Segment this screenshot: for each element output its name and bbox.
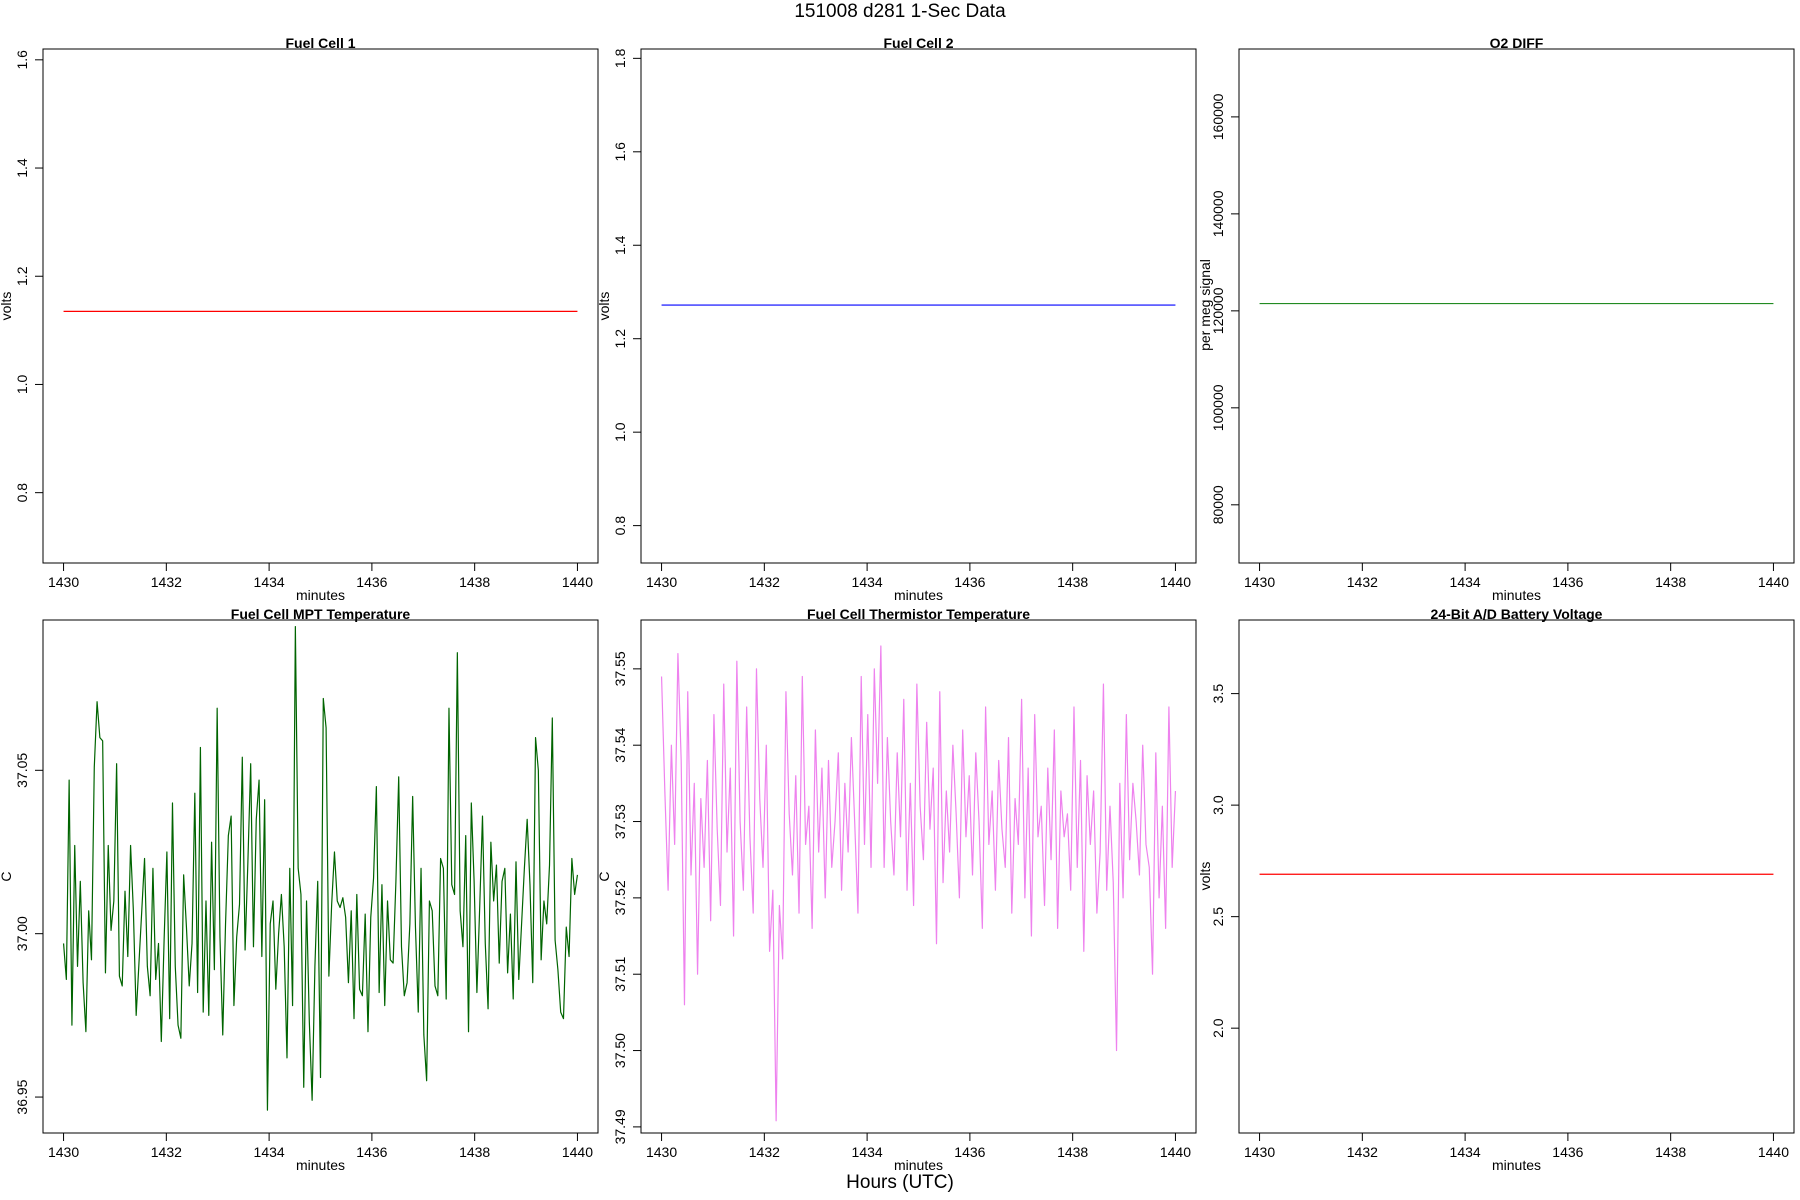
x-tick-label: 1438	[1057, 574, 1088, 590]
y-tick-label: 140000	[1210, 190, 1226, 237]
y-tick-label: 120000	[1210, 287, 1226, 334]
x-tick-label: 1432	[749, 574, 780, 590]
data-line	[62, 625, 579, 1111]
chart-title: Fuel Cell Thermistor Temperature	[807, 606, 1030, 622]
x-tick-label: 1438	[459, 1144, 490, 1160]
x-tick-label: 1430	[1244, 574, 1275, 590]
x-tick-label: 1430	[646, 574, 677, 590]
x-tick-label: 1436	[954, 1144, 985, 1160]
x-tick-label: 1440	[562, 1144, 593, 1160]
x-tick-label: 1434	[1450, 1144, 1481, 1160]
x-tick-label: 1438	[1655, 574, 1686, 590]
x-tick-label: 1434	[852, 574, 883, 590]
y-tick-label: 2.5	[1210, 907, 1226, 927]
y-tick-label: 1.4	[612, 235, 628, 255]
x-tick-label: 1436	[1552, 574, 1583, 590]
data-line	[660, 645, 1177, 1122]
y-tick-label: 37.54	[612, 727, 628, 762]
x-tick-label: 1438	[1655, 1144, 1686, 1160]
y-axis-label: C	[0, 871, 14, 881]
x-tick-label: 1430	[1244, 1144, 1275, 1160]
y-tick-label: 160000	[1210, 93, 1226, 140]
y-tick-label: 36.95	[14, 1079, 30, 1114]
x-axis-label: minutes	[296, 1157, 345, 1173]
x-tick-label: 1440	[1160, 1144, 1191, 1160]
y-tick-label: 0.8	[14, 483, 30, 503]
y-tick-label: 37.49	[612, 1109, 628, 1144]
x-tick-label: 1440	[1160, 574, 1191, 590]
y-tick-label: 37.05	[14, 753, 30, 788]
y-tick-label: 80000	[1210, 485, 1226, 524]
y-tick-label: 1.6	[14, 50, 30, 70]
y-tick-label: 1.2	[14, 266, 30, 286]
x-tick-label: 1432	[151, 1144, 182, 1160]
y-tick-label: 1.0	[14, 375, 30, 395]
x-tick-label: 1430	[48, 574, 79, 590]
x-tick-label: 1434	[852, 1144, 883, 1160]
y-tick-label: 37.52	[612, 880, 628, 915]
chart-title: Fuel Cell 1	[285, 35, 355, 51]
figure-title: 151008 d281 1-Sec Data	[794, 1, 1006, 22]
x-tick-label: 1432	[749, 1144, 780, 1160]
x-tick-label: 1440	[1758, 1144, 1789, 1160]
x-tick-label: 1432	[1347, 574, 1378, 590]
x-tick-label: 1438	[459, 574, 490, 590]
y-tick-label: 0.8	[612, 516, 628, 536]
chart-title: Fuel Cell MPT Temperature	[231, 606, 411, 622]
figure-x-label: Hours (UTC)	[846, 1172, 954, 1193]
y-tick-label: 2.0	[1210, 1018, 1226, 1038]
y-tick-label: 100000	[1210, 384, 1226, 431]
x-axis-label: minutes	[1492, 587, 1541, 603]
x-tick-label: 1436	[954, 574, 985, 590]
y-tick-label: 37.50	[612, 1033, 628, 1068]
x-tick-label: 1438	[1057, 1144, 1088, 1160]
y-tick-label: 1.8	[612, 48, 628, 68]
y-axis-label: volts	[0, 292, 14, 321]
x-tick-label: 1436	[356, 1144, 387, 1160]
y-tick-label: 3.5	[1210, 684, 1226, 704]
x-axis-label: minutes	[894, 1157, 943, 1173]
plot-frame	[1238, 619, 1795, 1134]
x-tick-label: 1432	[151, 574, 182, 590]
chart-title: O2 DIFF	[1490, 35, 1544, 51]
x-tick-label: 1440	[562, 574, 593, 590]
y-tick-label: 1.2	[612, 329, 628, 349]
x-tick-label: 1434	[254, 1144, 285, 1160]
chart-title: 24-Bit A/D Battery Voltage	[1431, 606, 1603, 622]
y-tick-label: 37.00	[14, 916, 30, 951]
y-axis-label: volts	[1197, 862, 1213, 891]
chart-title: Fuel Cell 2	[883, 35, 953, 51]
x-tick-label: 1434	[1450, 574, 1481, 590]
y-tick-label: 1.6	[612, 142, 628, 162]
x-axis-label: minutes	[1492, 1157, 1541, 1173]
y-tick-label: 3.0	[1210, 795, 1226, 815]
y-axis-label: per meg signal	[1197, 259, 1213, 351]
x-tick-label: 1440	[1758, 574, 1789, 590]
y-tick-label: 37.53	[612, 804, 628, 839]
x-tick-label: 1436	[1552, 1144, 1583, 1160]
x-tick-label: 1434	[254, 574, 285, 590]
y-tick-label: 1.0	[612, 422, 628, 442]
y-tick-label: 37.51	[612, 956, 628, 991]
x-tick-label: 1432	[1347, 1144, 1378, 1160]
x-tick-label: 1430	[646, 1144, 677, 1160]
x-tick-label: 1436	[356, 574, 387, 590]
x-axis-label: minutes	[894, 587, 943, 603]
y-axis-label: volts	[596, 292, 612, 321]
y-tick-label: 37.55	[612, 651, 628, 686]
y-axis-label: C	[596, 871, 612, 881]
x-axis-label: minutes	[296, 587, 345, 603]
x-tick-label: 1430	[48, 1144, 79, 1160]
y-tick-label: 1.4	[14, 158, 30, 178]
